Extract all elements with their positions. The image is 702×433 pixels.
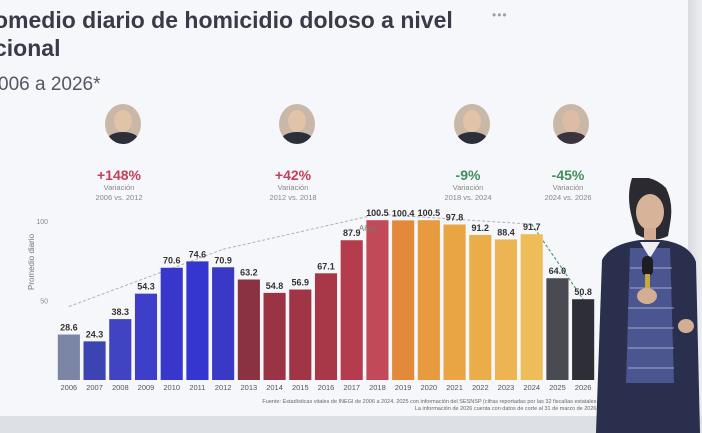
bar-2023 [494, 239, 518, 380]
bar-2020 [417, 220, 440, 380]
homicide-bar-chart: 28.6 2006 24.3 2007 38.3 2008 54.3 2009 70.6 2010… [27, 208, 595, 392]
bar-2008 [109, 319, 132, 380]
data-label: 70.6 [163, 256, 181, 266]
presentation-screen: omedio diario de homicidio doloso a nive… [0, 0, 688, 416]
x-tick-label: 2012 [215, 383, 232, 392]
stage-floor [0, 416, 702, 433]
y-axis-label: Promedio diario [27, 233, 36, 290]
x-tick-label: 2010 [163, 383, 180, 392]
data-label: 91.7 [523, 222, 541, 232]
bar-2010 [160, 267, 183, 380]
bar-2018 [366, 220, 389, 380]
period-3-percent: -9% [455, 167, 481, 183]
data-label: 100.5 [418, 208, 441, 218]
trend-arrow-line [377, 213, 532, 225]
bar-2024 [520, 234, 543, 380]
x-tick-label: 2025 [549, 383, 566, 392]
speaker-figure [596, 178, 700, 433]
period-2-percent: +42% [274, 167, 312, 183]
x-tick-label: 2009 [138, 383, 155, 392]
trend-arrow-line [68, 248, 224, 307]
data-label: 70.9 [214, 255, 232, 265]
bar-2011 [186, 261, 209, 380]
slide-subtitle: 006 a 2026* [0, 74, 101, 95]
bar-2014 [263, 292, 286, 380]
data-label: 88.4 [497, 227, 515, 237]
bar-2026 [572, 299, 595, 380]
period-3-range: 2018 vs. 2024 [444, 193, 492, 202]
period-2-range: 2012 vs. 2018 [269, 193, 317, 202]
president-portrait-icon [279, 104, 315, 144]
period-4-variation-label: Variación [552, 183, 584, 192]
data-label: 38.3 [112, 307, 130, 317]
slide-title: omedio diario de homicidio doloso a nive… [0, 7, 453, 61]
bar-2021 [443, 224, 466, 380]
x-tick-label: 2011 [189, 383, 205, 392]
y-tick-label: 50 [40, 299, 48, 306]
bar-2019 [392, 220, 415, 380]
data-label: 24.3 [86, 329, 104, 339]
bar-2006 [57, 334, 80, 380]
x-tick-label: 2020 [421, 383, 438, 392]
source-note: Fuente: Estadísticas vitales de INEGI de… [262, 399, 598, 412]
data-label: 74.6 [189, 249, 207, 259]
data-label: 54.3 [137, 282, 155, 292]
period-4-range: 2024 vs. 2026 [544, 193, 592, 202]
president-portrait-icon [105, 104, 141, 144]
data-label: 63.2 [240, 268, 258, 278]
president-portrait-icon [454, 104, 490, 144]
period-1-range: 2006 vs. 2012 [95, 193, 143, 202]
x-tick-label: 2021 [446, 383, 463, 392]
x-tick-label: 2026 [575, 383, 592, 392]
microphone-icon [642, 256, 653, 276]
bar-2015 [289, 289, 312, 380]
data-label: 100.5 [366, 208, 389, 218]
x-tick-label: 2013 [241, 383, 258, 392]
data-label: 67.1 [317, 261, 335, 271]
trend-arrow-line [223, 213, 378, 250]
data-label: 28.6 [60, 323, 78, 333]
bar-2009 [134, 293, 158, 380]
x-tick-label: 2007 [86, 383, 103, 392]
bar-2016 [314, 273, 338, 380]
data-label: 91.2 [472, 223, 490, 233]
data-label: 97.8 [446, 212, 464, 222]
y-tick-label: 100 [36, 219, 48, 226]
x-tick-label: 2016 [318, 383, 335, 392]
x-tick-label: 2015 [292, 383, 309, 392]
x-tick-label: 2018 [369, 383, 386, 392]
period-1-variation-label: Variación [103, 183, 135, 192]
x-axis-label: Años [359, 224, 377, 233]
x-tick-label: 2017 [343, 383, 360, 392]
x-tick-label: 2014 [266, 383, 283, 392]
slide-menu-dots-icon: ••• [492, 8, 508, 22]
bar-2022 [469, 234, 492, 380]
bar-2013 [237, 279, 260, 380]
period-3-variation-label: Variación [452, 183, 484, 192]
president-portrait-icon [553, 104, 589, 144]
data-label: 64.0 [549, 266, 567, 276]
period-4-percent: -45% [551, 167, 585, 183]
bar-2007 [83, 341, 106, 380]
data-label: 50.8 [574, 287, 592, 297]
period-2-variation-label: Variación [277, 183, 309, 192]
bar-2025 [546, 278, 569, 380]
x-tick-label: 2019 [395, 383, 412, 392]
x-tick-label: 2024 [523, 383, 540, 392]
x-tick-label: 2008 [112, 383, 129, 392]
data-label: 54.8 [266, 281, 284, 291]
data-label: 100.4 [392, 208, 415, 218]
x-tick-label: 2006 [61, 383, 78, 392]
data-label: 87.9 [343, 228, 361, 238]
period-1-percent: +148% [97, 167, 141, 183]
data-label: 56.9 [292, 278, 310, 288]
x-tick-label: 2022 [472, 383, 489, 392]
bar-2017 [340, 240, 363, 380]
bar-2012 [212, 267, 235, 380]
x-tick-label: 2023 [498, 383, 515, 392]
